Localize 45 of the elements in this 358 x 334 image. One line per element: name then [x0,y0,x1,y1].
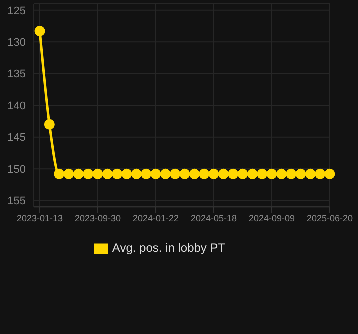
point [296,168,306,180]
point [276,168,287,180]
point [228,168,239,180]
point [150,168,162,180]
x-tick-label: 2023-01-13 [16,214,64,224]
y-tick-label: 125 [8,5,26,18]
x-tick-label: 2024-01-22 [132,214,180,224]
point [208,168,220,180]
x-tick-label: 2024-05-18 [190,214,238,224]
point [141,168,152,180]
point [64,168,74,180]
point [199,168,210,180]
point [73,168,84,180]
point [92,168,104,180]
y-tick-label: 140 [8,100,26,112]
point [286,168,297,180]
point [315,168,326,180]
point [112,168,123,180]
point [160,168,171,180]
point [34,26,46,37]
point [83,168,94,180]
point [305,168,316,180]
y-tick-label: 150 [8,164,26,176]
point [122,168,132,180]
point [180,168,190,180]
x-tick-label: 2025-06-20 [306,214,354,224]
point [247,168,258,180]
y-tick-label: 145 [8,132,26,144]
point [266,168,278,180]
point [44,119,55,130]
point [102,168,113,180]
point [170,168,181,180]
point [131,168,142,180]
point [218,168,229,180]
y-tick-label: 130 [8,37,26,49]
point [189,168,200,180]
legend-label: Avg. pos. in lobby PT [112,241,226,256]
point [238,168,248,180]
point [257,168,268,180]
y-tick-label: 155 [8,196,26,208]
x-tick-label: 2023-09-30 [74,214,122,224]
y-tick-label: 135 [8,68,26,81]
point [324,168,336,180]
x-tick-label: 2024-09-09 [248,214,296,224]
point [54,168,65,180]
